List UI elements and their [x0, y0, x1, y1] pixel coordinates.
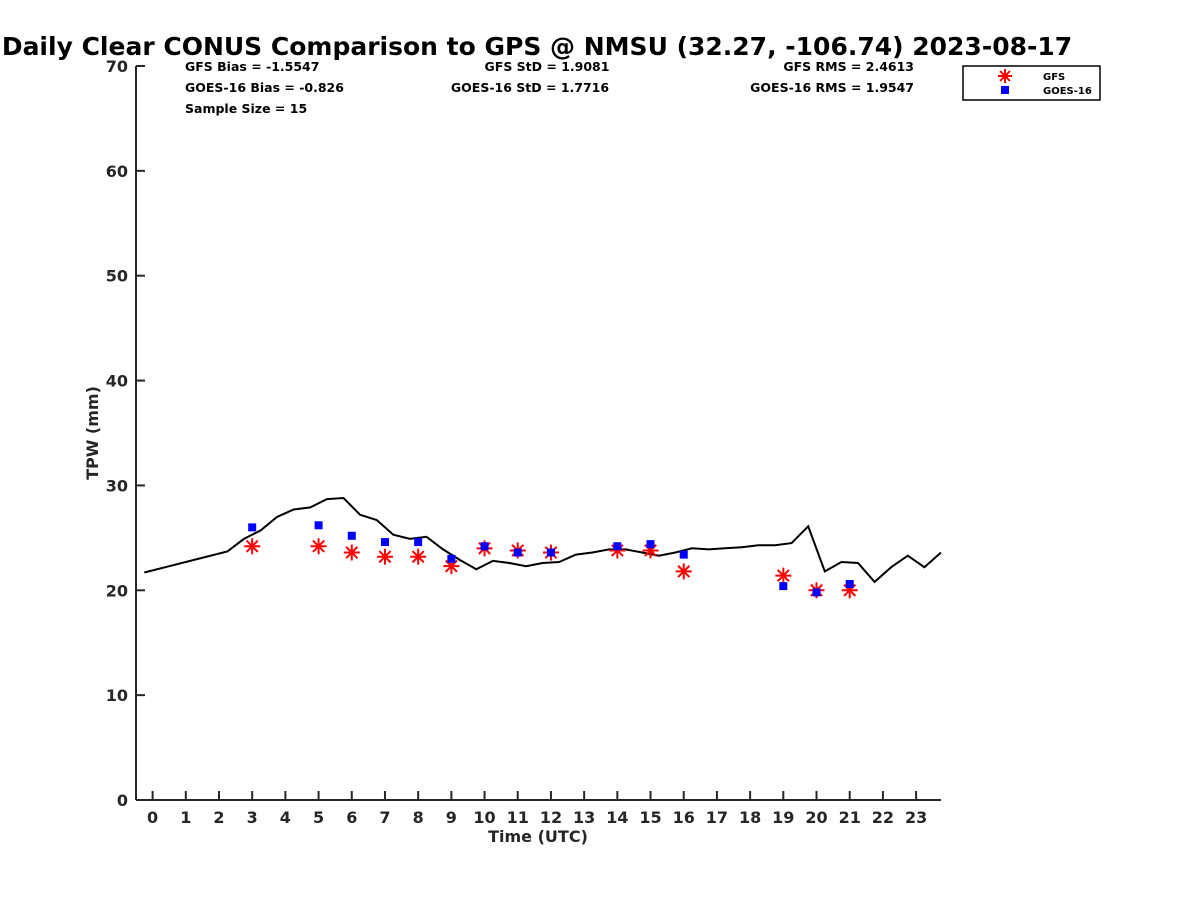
- legend-gfs-marker: [998, 69, 1012, 83]
- legend: GFS GOES-16: [962, 65, 1101, 101]
- goes16-point: [248, 523, 257, 532]
- x-tick-label: 2: [213, 808, 224, 827]
- y-tick-label: 0: [117, 791, 128, 810]
- y-axis-label: TPW (mm): [83, 386, 102, 480]
- y-tick-label: 10: [106, 686, 128, 705]
- y-tick-label: 20: [106, 581, 128, 600]
- x-tick-label: 20: [805, 808, 827, 827]
- goes16-point: [845, 579, 854, 588]
- gfs-point: [343, 544, 360, 561]
- goes16-point: [513, 548, 522, 557]
- gfs-point: [410, 548, 427, 565]
- x-tick-label: 21: [839, 808, 861, 827]
- x-tick-label: 15: [639, 808, 661, 827]
- gfs-point: [310, 538, 327, 555]
- y-tick-label: 40: [106, 372, 128, 391]
- stat-goes-std: GOES-16 StD = 1.7716: [451, 80, 609, 95]
- goes16-point: [613, 542, 622, 551]
- goes16-point: [447, 554, 456, 563]
- legend-gfs-asterisk: [998, 69, 1012, 83]
- x-tick-label: 10: [473, 808, 495, 827]
- x-tick-label: 13: [573, 808, 595, 827]
- stat-goes-rms: GOES-16 RMS = 1.9547: [750, 80, 914, 95]
- gfs-point: [675, 563, 692, 580]
- x-tick-label: 7: [379, 808, 390, 827]
- x-tick-label: 8: [413, 808, 424, 827]
- gfs-point: [376, 548, 393, 565]
- goes16-point: [314, 521, 323, 530]
- goes16-point: [812, 588, 821, 597]
- x-tick-label: 14: [606, 808, 628, 827]
- x-tick-label: 1: [180, 808, 191, 827]
- x-tick-label: 16: [673, 808, 695, 827]
- stat-gfs-rms: GFS RMS = 2.4613: [783, 59, 914, 74]
- goes16-point: [646, 540, 655, 549]
- x-tick-label: 12: [540, 808, 562, 827]
- stat-goes-bias: GOES-16 Bias = -0.826: [185, 80, 344, 95]
- legend-box: [962, 65, 1101, 101]
- legend-gfs-label: GFS: [1043, 72, 1065, 83]
- gfs-point: [244, 538, 261, 555]
- goes16-point: [480, 542, 489, 551]
- x-tick-label: 19: [772, 808, 794, 827]
- y-tick-label: 30: [106, 476, 128, 495]
- legend-goes-marker: [1001, 86, 1009, 94]
- y-tick-label: 60: [106, 162, 128, 181]
- goes16-point: [347, 531, 356, 540]
- x-axis-label: Time (UTC): [488, 827, 588, 846]
- x-tick-label: 18: [739, 808, 761, 827]
- x-tick-label: 11: [507, 808, 529, 827]
- x-tick-label: 23: [905, 808, 927, 827]
- stat-sample-size: Sample Size = 15: [185, 101, 307, 116]
- goes16-point: [679, 550, 688, 559]
- x-tick-label: 17: [706, 808, 728, 827]
- gfs-point: [775, 567, 792, 584]
- legend-goes-square: [1001, 86, 1009, 94]
- legend-goes-label: GOES-16: [1043, 86, 1092, 97]
- x-tick-label: 22: [872, 808, 894, 827]
- goes16-point: [380, 538, 389, 547]
- y-tick-label: 50: [106, 267, 128, 286]
- series-line-gps: [144, 496, 942, 584]
- x-tick-label: 0: [147, 808, 158, 827]
- x-tick-label: 4: [280, 808, 291, 827]
- x-tick-label: 5: [313, 808, 324, 827]
- stat-gfs-bias: GFS Bias = -1.5547: [185, 59, 319, 74]
- goes16-point: [414, 538, 423, 547]
- x-tick-label: 6: [346, 808, 357, 827]
- stat-gfs-std: GFS StD = 1.9081: [485, 59, 610, 74]
- x-tick-label: 9: [446, 808, 457, 827]
- y-tick-label: 70: [106, 57, 128, 76]
- goes16-point: [779, 582, 788, 591]
- x-tick-label: 3: [247, 808, 258, 827]
- chart-title: Daily Clear CONUS Comparison to GPS @ NM…: [2, 32, 1072, 61]
- goes16-point: [546, 548, 555, 557]
